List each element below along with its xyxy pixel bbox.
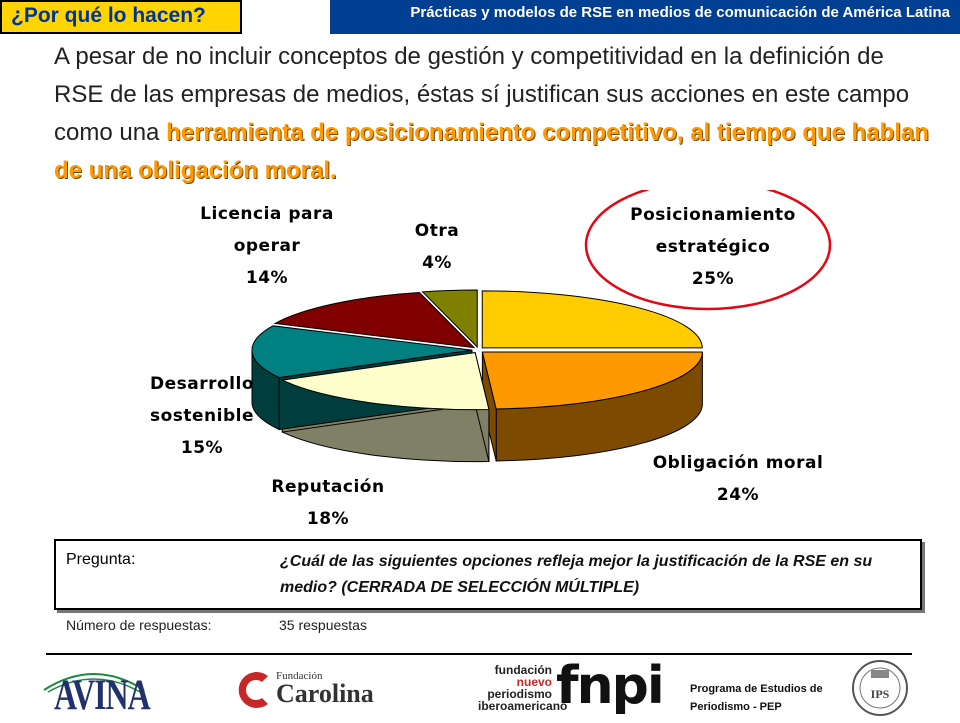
footer-divider: [46, 653, 912, 655]
fnpi-word: nuevo: [516, 675, 552, 689]
pie-slice: [251, 325, 473, 379]
pie-category-label: estratégico: [656, 237, 771, 257]
intro-paragraph: A pesar de no incluir conceptos de gesti…: [54, 38, 934, 190]
seal-text: IPS: [871, 687, 890, 701]
fundacion-carolina-logo: Fundación Carolina: [236, 664, 386, 716]
pep-text: Programa de Estudios de Periodismo - PEP: [690, 681, 823, 716]
question-text: ¿Cuál de las siguientes opciones refleja…: [280, 553, 873, 596]
carolina-big-text: Carolina: [276, 679, 374, 708]
pep-line: Programa de Estudios de: [690, 683, 823, 695]
intro-plain-text: A pesar de no incluir conceptos de gesti…: [54, 43, 910, 146]
pie-category-label: Licencia para: [200, 204, 334, 224]
pie-data-label: 25%: [692, 269, 734, 289]
fnpi-tagline: fundación nuevo periodismo iberoamerican…: [478, 663, 568, 716]
pie-slice: [421, 289, 478, 349]
fnpi-word: iberoamericano: [478, 699, 568, 713]
pie-data-label: 15%: [181, 438, 223, 458]
avina-logo-text: AVINA: [54, 670, 151, 719]
highlight-ring: [584, 190, 832, 311]
responses-value: 35 respuestas: [279, 617, 367, 633]
pie-slice: [273, 291, 476, 349]
pie-category-label: Desarrollo: [150, 374, 254, 394]
pie-category-label: sostenible: [150, 406, 254, 426]
pie-data-label: 24%: [717, 485, 759, 505]
pie-slice: [481, 351, 703, 410]
pie-category-label: operar: [234, 236, 301, 256]
university-seal-logo: IPS: [850, 658, 910, 718]
fnpi-word: periodismo: [487, 687, 552, 701]
pep-line: Periodismo - PEP: [690, 700, 782, 713]
pie-chart: Posicionamiento estratégico 25% Obligación …: [150, 190, 832, 529]
pie-data-label: 14%: [246, 268, 288, 288]
pie-category-label: Posicionamiento: [630, 205, 796, 225]
carolina-small-text: Fundación: [276, 670, 323, 682]
pie-tops: [251, 289, 703, 411]
fnpi-word: fundación: [494, 663, 552, 677]
intro-highlight-text: herramienta de posicionamiento competiti…: [54, 118, 929, 184]
pie-slice: [481, 290, 703, 349]
question-box: Pregunta: ¿Cuál de las siguientes opcion…: [54, 539, 922, 610]
question-label: Pregunta:: [66, 551, 136, 568]
responses-label: Número de respuestas:: [66, 617, 212, 633]
avina-logo: AVINA: [40, 664, 151, 719]
pie-category-label: Otra: [415, 221, 459, 241]
pie-category-label: Reputación: [271, 477, 384, 497]
pie-category-label: Obligación moral: [653, 453, 824, 473]
pie-data-label: 18%: [307, 509, 349, 529]
header-banner: Prácticas y modelos de RSE en medios de …: [330, 0, 960, 34]
fnpi-logo: fnpi: [556, 656, 665, 716]
pie-data-label: 4%: [422, 253, 452, 273]
section-tag: ¿Por qué lo hacen?: [0, 0, 242, 34]
pie-slice: [280, 352, 490, 411]
